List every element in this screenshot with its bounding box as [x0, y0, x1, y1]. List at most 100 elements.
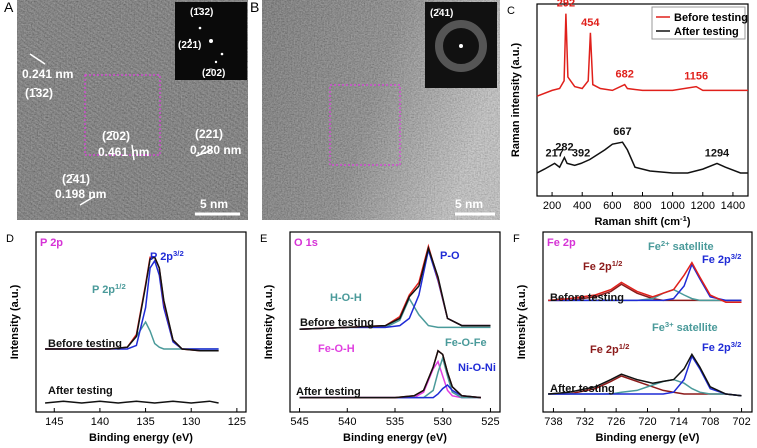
x-tick-label: 135: [136, 416, 154, 428]
peak-label: 1156: [684, 71, 708, 83]
annotation: P-O: [440, 250, 460, 262]
plot-frame: [35, 231, 247, 413]
y-axis-title: Raman intensity (a.u.): [510, 43, 522, 158]
panel-title: O 1s: [294, 237, 318, 249]
x-tick-label: 545: [290, 416, 308, 428]
spectrum-line: [548, 354, 742, 397]
x-tick-label: 400: [573, 200, 591, 212]
annotation: Fe 2p3/2: [702, 340, 741, 355]
tem-image-a: 0.241 nm (1̄32) (2̄02) 0.461 nm (221) 0.…: [17, 0, 248, 220]
x-tick-label: 145: [45, 416, 63, 428]
x-tick-label: 708: [701, 416, 719, 428]
x-tick-label: 1200: [691, 200, 715, 212]
annotation: After testing: [296, 386, 361, 398]
tem-label: (2̄02): [102, 129, 130, 143]
annotation-part: 3/2: [731, 252, 742, 261]
x-axis-title-part: -1: [680, 214, 688, 223]
tem-label: (221): [195, 127, 223, 141]
x-tick-label: 702: [732, 416, 750, 428]
peak-label: 1294: [705, 147, 730, 159]
spectrum-line: [536, 141, 748, 174]
x-tick-label: 732: [576, 416, 594, 428]
x-axis-title: Raman shift (cm-1): [594, 214, 690, 229]
x-axis-title-part: Raman shift (cm: [594, 216, 680, 228]
x-axis-title-part: ): [687, 216, 691, 228]
spectrum-line: [45, 400, 219, 404]
annotation: After testing: [550, 383, 615, 395]
peak-label: 392: [572, 147, 590, 159]
x-tick-label: 140: [91, 416, 109, 428]
inset-label: (221): [178, 40, 201, 51]
annotation-part: satellite: [670, 241, 714, 253]
annotation-part: After testing: [48, 385, 113, 397]
legend-label: Before testing: [674, 12, 748, 24]
y-axis-title: Intensity (a.u.): [9, 284, 21, 359]
x-tick-label: 738: [544, 416, 562, 428]
annotation-part: Before testing: [300, 317, 374, 329]
annotation: P 2p3/2: [150, 249, 184, 264]
x-tick-label: 1000: [660, 200, 684, 212]
panel-letter: F: [513, 233, 520, 245]
annotation-part: Fe 2p: [590, 344, 619, 356]
inset-label: (2̄41): [430, 8, 453, 19]
annotation: P 2p1/2: [92, 282, 126, 297]
annotation: Before testing: [48, 338, 122, 350]
annotation-part: Fe 2p: [702, 254, 731, 266]
scale-bar-label: 5 nm: [455, 197, 483, 211]
peak-label: 667: [613, 126, 631, 138]
annotation-part: Fe 2p: [702, 342, 731, 354]
spectrum-line: [536, 13, 748, 97]
spectrum-line: [45, 256, 219, 352]
x-tick-label: 525: [481, 416, 499, 428]
peak-label: 454: [581, 17, 600, 29]
annotation: Before testing: [550, 292, 624, 304]
annotation: H-O-H: [330, 292, 362, 304]
annotation-part: satellite: [674, 322, 718, 334]
spectrum-line: [548, 262, 742, 302]
scale-bar-label: 5 nm: [200, 197, 228, 211]
annotation: Fe 2p1/2: [583, 259, 622, 274]
x-tick-label: 540: [338, 416, 356, 428]
tem-label: 0.198 nm: [55, 187, 106, 201]
tem-image-b: (2̄41) 5 nm: [262, 0, 500, 220]
inset-label: (2̄02): [202, 68, 225, 79]
tem-label: 0.461 nm: [98, 145, 149, 159]
panel-title: Fe 2p: [547, 237, 576, 249]
spectrum-line: [548, 352, 742, 397]
x-tick-label: 1400: [721, 200, 745, 212]
annotation-part: Fe 2p: [583, 261, 612, 273]
x-tick-label: 714: [670, 416, 688, 428]
annotation-part: P 2p: [92, 284, 115, 296]
annotation-part: P 2p: [150, 251, 173, 263]
annotation-part: Fe-O-H: [318, 343, 355, 355]
annotation: Fe 2p3/2: [702, 252, 741, 267]
panel-letter: E: [260, 233, 267, 245]
panel-letter: B: [250, 0, 259, 15]
legend-label: After testing: [674, 26, 739, 38]
x-axis-title: Binding energy (eV): [89, 432, 193, 444]
x-axis-title: Binding energy (eV): [596, 432, 700, 444]
legend-box: [651, 6, 746, 40]
annotation-part: 1/2: [612, 259, 623, 268]
annotation-part: Fe: [652, 322, 665, 334]
x-tick-label: 535: [386, 416, 404, 428]
panel-title: P 2p: [40, 237, 63, 249]
panel-letter: D: [6, 233, 14, 245]
annotation: After testing: [48, 385, 113, 397]
annotation-part: After testing: [296, 386, 361, 398]
tem-label: 0.241 nm: [22, 67, 73, 81]
annotation-part: 3+: [665, 320, 674, 329]
x-tick-label: 530: [434, 416, 452, 428]
annotation: Fe 2p1/2: [590, 342, 629, 357]
spectrum-line: [45, 259, 219, 350]
annotation-part: 2+: [661, 239, 670, 248]
x-tick-label: 125: [228, 416, 246, 428]
x-tick-label: 130: [182, 416, 200, 428]
annotation: Fe3+ satellite: [652, 320, 718, 335]
x-tick-label: 800: [633, 200, 651, 212]
peak-label: 292: [557, 0, 575, 10]
peak-label: 217: [545, 147, 563, 159]
annotation-part: Fe-O-Fe: [445, 337, 487, 349]
annotation-part: Fe: [648, 241, 661, 253]
